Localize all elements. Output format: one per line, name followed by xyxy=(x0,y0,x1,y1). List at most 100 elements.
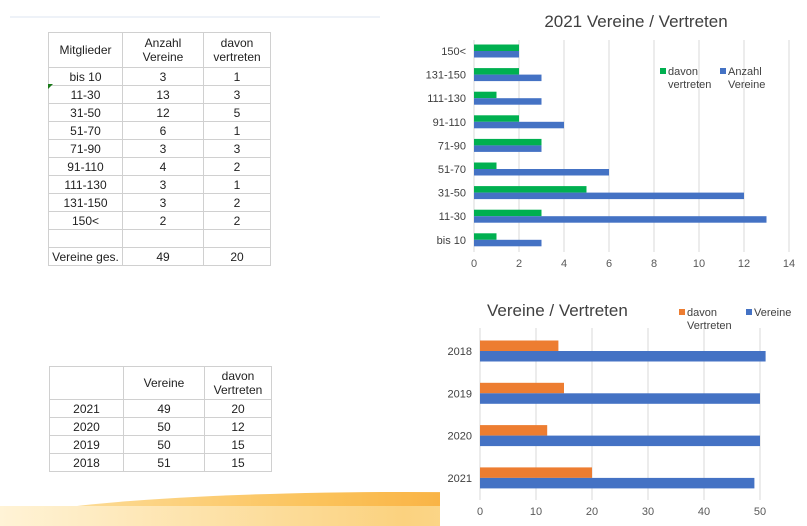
bar-davon-vertreten xyxy=(474,138,542,146)
y-category-label: 91-110 xyxy=(433,117,466,129)
x-tick-label: 40 xyxy=(698,506,710,518)
chart-background xyxy=(440,292,807,526)
legend-label: Anzahl Vereine xyxy=(728,66,765,91)
members-table: Mitglieder Anzahl Vereine davon vertreten b… xyxy=(48,32,271,266)
bar-vereine xyxy=(480,351,766,362)
legend-swatch xyxy=(720,68,726,74)
table-row: 131-150 3 2 xyxy=(48,193,271,212)
table-row: 31-50 12 5 xyxy=(48,103,271,122)
bar-vereine xyxy=(480,477,755,489)
bar-anzahl-vereine xyxy=(474,239,542,247)
table-row: Vereine ges. 49 20 xyxy=(48,247,271,266)
x-tick-label: 10 xyxy=(530,506,542,518)
bar-anzahl-vereine xyxy=(474,216,767,223)
table-cell[interactable]: 20 xyxy=(204,399,272,418)
legend-swatch xyxy=(660,68,666,74)
table-header-row: Mitglieder Anzahl Vereine davon vertreten xyxy=(48,32,271,68)
bar-vereine xyxy=(480,435,760,447)
bar-davon-vertreten xyxy=(480,382,564,394)
table-row: 2019 50 15 xyxy=(49,435,272,454)
table-cell[interactable]: 15 xyxy=(204,435,272,454)
bar-davon-vertreten xyxy=(474,162,497,169)
bar-davon-vertreten xyxy=(474,186,587,193)
y-category-label: 71-90 xyxy=(438,140,466,152)
y-category-label: 11-30 xyxy=(439,211,466,223)
bar-davon-vertreten xyxy=(474,115,519,122)
table-row: 91-110 4 2 xyxy=(48,157,271,176)
legend-swatch xyxy=(746,309,752,315)
table-cell[interactable]: 91-110 xyxy=(48,157,123,176)
bar-anzahl-vereine xyxy=(474,51,519,58)
bar-anzahl-vereine xyxy=(474,145,542,152)
table-cell[interactable]: 2018 xyxy=(49,453,124,472)
y-category-label: bis 10 xyxy=(437,235,466,247)
yearly-table: Vereine davon Vertreten 2021 49 20 2020 50 12 20… xyxy=(49,366,272,472)
x-tick-label: 12 xyxy=(738,258,750,270)
chart-title: 2021 Vereine / Vertreten xyxy=(544,12,727,31)
bar-davon-vertreten xyxy=(480,467,592,478)
x-tick-label: 8 xyxy=(651,258,657,270)
table-header-cell: Anzahl Vereine xyxy=(122,32,204,68)
x-tick-label: 30 xyxy=(642,506,654,518)
x-tick-label: 50 xyxy=(754,506,766,518)
bar-davon-vertreten xyxy=(480,425,548,436)
table-cell[interactable]: 2020 xyxy=(49,417,124,436)
faded-header-line xyxy=(10,16,380,18)
table-header-cell: Mitglieder xyxy=(48,32,123,68)
bar-anzahl-vereine xyxy=(474,192,744,200)
y-category-label: 111-130 xyxy=(427,93,466,105)
x-tick-label: 6 xyxy=(606,258,612,270)
x-tick-label: 0 xyxy=(477,506,483,518)
legend-swatch xyxy=(679,309,685,315)
x-tick-label: 14 xyxy=(783,258,795,270)
bar-anzahl-vereine xyxy=(474,169,609,176)
table-cell[interactable]: 51 xyxy=(123,453,205,472)
table-row: 11-30 13 3 xyxy=(48,85,271,104)
y-category-label: 150< xyxy=(441,46,466,58)
table-cell[interactable]: 50 xyxy=(123,435,205,454)
table-cell[interactable]: 15 xyxy=(204,453,272,472)
bar-davon-vertreten xyxy=(480,340,559,351)
x-tick-label: 4 xyxy=(561,258,567,270)
bar-anzahl-vereine xyxy=(474,98,542,105)
y-category-label: 2018 xyxy=(448,346,472,358)
legend-label: davon Vertreten xyxy=(687,307,732,332)
x-tick-label: 0 xyxy=(471,258,477,270)
x-tick-label: 10 xyxy=(693,258,705,270)
table-cell[interactable]: 20 xyxy=(203,247,271,266)
bar-davon-vertreten xyxy=(474,68,519,75)
bar-davon-vertreten xyxy=(474,233,497,240)
table-header-row: Vereine davon Vertreten xyxy=(49,366,272,400)
table-row: 71-90 3 3 xyxy=(48,139,271,158)
chart-title: Vereine / Vertreten xyxy=(487,301,628,320)
table-row: 51-70 6 1 xyxy=(48,121,271,140)
table-cell[interactable]: 111-130 xyxy=(48,175,123,194)
legend-label: Vereine xyxy=(754,307,791,319)
table-row: 2020 50 12 xyxy=(49,417,272,436)
table-row: 2021 49 20 xyxy=(49,399,272,418)
table-cell[interactable]: 11-30 xyxy=(48,85,123,104)
x-tick-label: 20 xyxy=(586,506,598,518)
legend-label: davon vertreten xyxy=(668,66,711,91)
bar-davon-vertreten xyxy=(474,91,497,99)
bar-davon-vertreten xyxy=(474,209,542,217)
y-category-label: 51-70 xyxy=(438,164,466,176)
table-row: 2018 51 15 xyxy=(49,453,272,472)
y-category-label: 2019 xyxy=(448,388,472,400)
table-row: 111-130 3 1 xyxy=(48,175,271,194)
bar-anzahl-vereine xyxy=(474,121,564,129)
y-category-label: 31-50 xyxy=(438,188,466,200)
bar-davon-vertreten xyxy=(474,44,519,51)
y-category-label: 131-150 xyxy=(426,70,466,82)
y-category-label: 2021 xyxy=(448,473,472,485)
bar-vereine xyxy=(480,393,760,404)
x-tick-label: 2 xyxy=(516,258,522,270)
table-cell[interactable]: 31-50 xyxy=(48,103,123,122)
bar-anzahl-vereine xyxy=(474,74,542,82)
y-category-label: 2020 xyxy=(448,431,472,443)
table-header-cell: davon vertreten xyxy=(203,32,271,68)
table-cell[interactable]: 49 xyxy=(122,247,204,266)
cell-comment-marker xyxy=(48,84,53,89)
table-header-cell: davon Vertreten xyxy=(204,366,272,400)
